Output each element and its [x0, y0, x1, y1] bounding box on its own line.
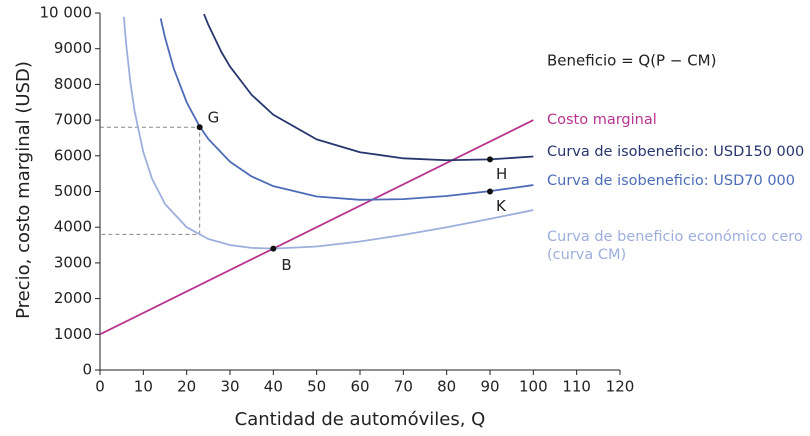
legend-label: Curva de isobeneficio: USD70 000: [547, 173, 795, 189]
x-tick-label: 70: [394, 378, 413, 396]
point-label: H: [496, 165, 507, 183]
legend-label: Curva de isobeneficio: USD150 000: [547, 144, 805, 160]
y-tick-label: 9000: [54, 39, 92, 57]
legend-label: Costo marginal: [547, 112, 657, 128]
x-tick-label: 110: [562, 378, 591, 396]
guide-line: [100, 126, 201, 235]
x-tick-label: 120: [606, 378, 635, 396]
legend-label: Curva de beneficio económico cero (curva…: [547, 229, 803, 263]
y-axis-title: Precio, costo marginal (USD): [13, 61, 34, 319]
curve: [159, 18, 534, 201]
x-tick-label: 20: [177, 378, 196, 396]
y-tick-label: 3000: [54, 253, 92, 271]
y-tick-label: 7000: [54, 111, 92, 129]
x-tick-label: 10: [134, 378, 153, 396]
point: [487, 188, 493, 195]
x-tick-label: 0: [95, 378, 105, 396]
x-tick-label: 30: [220, 378, 239, 396]
curve: [203, 13, 534, 162]
x-tick-label: 80: [437, 378, 456, 396]
point: [270, 245, 277, 252]
point-label: B: [281, 256, 291, 274]
x-tick-label: 60: [350, 378, 369, 396]
x-tick-label: 100: [519, 378, 548, 396]
curve: [99, 119, 534, 336]
y-tick-label: 1000: [54, 325, 92, 343]
curve: [122, 16, 534, 250]
y-tick-label: 0: [82, 361, 92, 379]
point: [196, 124, 203, 131]
x-axis-title: Cantidad de automóviles, Q: [235, 409, 486, 430]
y-tick-label: 4000: [54, 218, 92, 236]
x-tick-label: 50: [307, 378, 326, 396]
y-tick-label: 10 000: [40, 4, 93, 22]
y-tick-label: 8000: [54, 75, 92, 93]
x-tick-label: 40: [264, 378, 283, 396]
formula: Beneficio = Q(P − CM): [547, 52, 716, 70]
point: [487, 156, 493, 163]
y-tick-label: 5000: [54, 182, 92, 200]
point-label: G: [208, 109, 220, 127]
x-tick-label: 90: [480, 378, 499, 396]
y-tick-label: 6000: [54, 146, 92, 164]
y-tick-label: 2000: [54, 289, 92, 307]
point-label: K: [496, 197, 507, 215]
